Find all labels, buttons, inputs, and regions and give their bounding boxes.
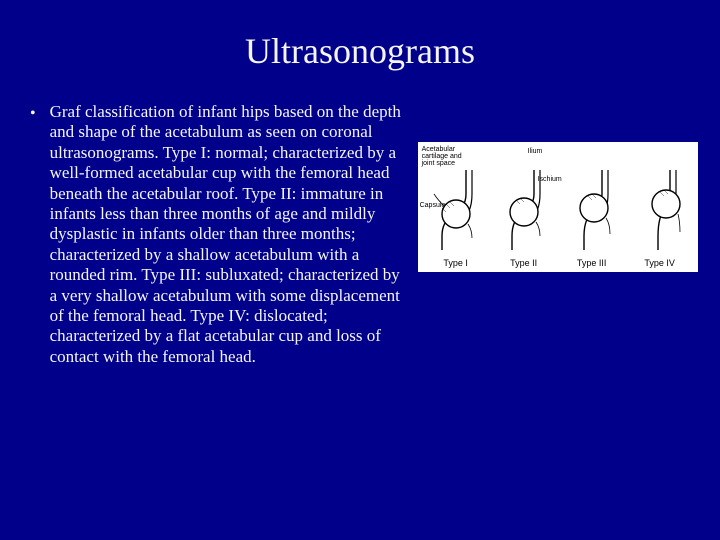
hip-type-1: Type I: [422, 164, 490, 268]
hip-figure: Acetabular cartilage and joint space Ili…: [418, 142, 698, 272]
hip-label-2: Type II: [510, 258, 537, 268]
hip-svg-3: [564, 164, 620, 254]
hip-svg-1: [428, 164, 484, 254]
bullet-item: • Graf classification of infant hips bas…: [30, 102, 410, 367]
annot-ilium: Ilium: [528, 148, 543, 155]
slide-title: Ultrasonograms: [0, 0, 720, 102]
annot-capsule: Capsule: [420, 202, 446, 209]
hip-type-3: Type III: [558, 164, 626, 268]
annot-acetabular: Acetabular cartilage and joint space: [422, 146, 462, 167]
body-text: Graf classification of infant hips based…: [50, 102, 410, 367]
bullet-marker: •: [30, 102, 50, 123]
hip-type-4: Type IV: [626, 164, 694, 268]
hip-svg-4: [632, 164, 688, 254]
annot-ischium: Ischium: [538, 176, 562, 183]
hip-label-1: Type I: [443, 258, 468, 268]
slide-content: • Graf classification of infant hips bas…: [0, 102, 720, 367]
hip-label-4: Type IV: [644, 258, 675, 268]
hip-label-3: Type III: [577, 258, 607, 268]
